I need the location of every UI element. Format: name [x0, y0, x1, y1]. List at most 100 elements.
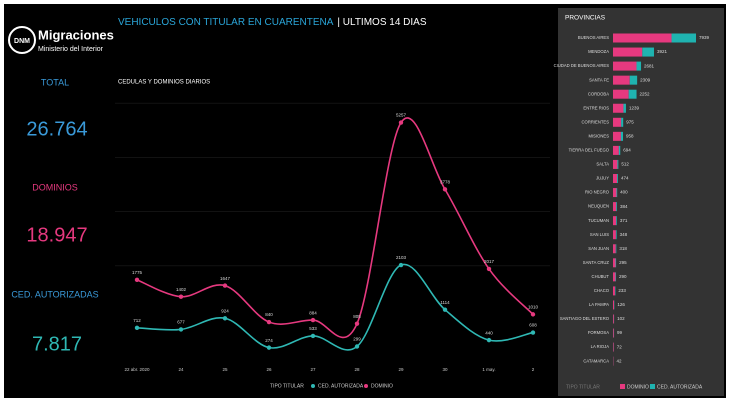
- kpi-label: DOMINIOS: [32, 182, 78, 192]
- bar: [613, 62, 637, 71]
- data-label: 1239: [629, 105, 640, 110]
- data-label: 1775: [132, 270, 143, 275]
- data-label: 512: [621, 162, 629, 167]
- legend-label: CED. AUTORIZADA: [318, 383, 364, 389]
- category-label: SANTA CRUZ: [583, 260, 610, 265]
- point: [311, 334, 315, 338]
- point: [267, 320, 271, 324]
- bar: [616, 230, 617, 239]
- legend-marker: [650, 384, 655, 389]
- data-label: 126: [617, 302, 625, 307]
- point: [355, 321, 359, 325]
- bar: [613, 188, 616, 197]
- bar: [621, 132, 623, 141]
- point: [487, 338, 491, 342]
- point: [223, 316, 227, 320]
- bar: [613, 118, 621, 127]
- category-label: SAN JUAN: [588, 246, 609, 251]
- chart-title: PROVINCIAS: [565, 15, 606, 22]
- point: [135, 326, 139, 330]
- data-label: 608: [529, 323, 537, 328]
- data-label: 958: [626, 134, 634, 139]
- bar: [621, 118, 623, 127]
- data-label: 975: [626, 119, 634, 124]
- data-label: 348: [620, 232, 628, 237]
- data-label: 72: [617, 344, 623, 349]
- category-label: LA RIOJA: [591, 344, 610, 349]
- bar: [630, 76, 637, 85]
- bar: [616, 258, 617, 267]
- category-label: MENDOZA: [588, 49, 609, 54]
- brand: Migraciones: [38, 27, 114, 42]
- bar: [616, 188, 617, 197]
- legend-label: DOMINIO: [371, 383, 393, 389]
- bar: [619, 146, 620, 155]
- bar: [613, 132, 621, 141]
- bar: [642, 48, 654, 57]
- bar: [613, 315, 614, 324]
- category-label: TUCUMAN: [588, 218, 609, 223]
- bar: [613, 230, 616, 239]
- point: [443, 307, 447, 311]
- category-label: TIERRA DEL FUEGO: [569, 148, 610, 153]
- bar: [672, 34, 696, 43]
- category-label: CORRIENTES: [582, 119, 610, 124]
- bar: [613, 286, 615, 295]
- data-label: 1647: [220, 276, 231, 281]
- data-label: 474: [621, 176, 629, 181]
- data-label: 371: [620, 218, 628, 223]
- x-tick-label: 27: [310, 367, 316, 372]
- data-label: 884: [309, 310, 317, 315]
- data-label: 2017: [484, 259, 495, 264]
- category-label: JUJUY: [596, 176, 609, 181]
- x-tick-label: 28: [354, 367, 360, 372]
- category-label: CHACO: [594, 288, 610, 293]
- point: [355, 344, 359, 348]
- title: VEHICULOS CON TITULAR EN CUARENTENA: [118, 17, 334, 28]
- kpi-value: 18.947: [26, 224, 87, 246]
- bar: [613, 244, 616, 253]
- bar: [613, 343, 614, 352]
- data-label: 2252: [640, 91, 651, 96]
- category-label: ENTRE RIOS: [583, 105, 609, 110]
- x-tick-label: 29: [398, 367, 404, 372]
- point: [531, 312, 535, 316]
- data-label: 5257: [396, 113, 407, 118]
- data-label: 290: [619, 274, 627, 279]
- data-label: 805: [353, 314, 361, 319]
- bar: [637, 62, 642, 71]
- bar: [613, 76, 630, 85]
- data-label: 233: [618, 288, 626, 293]
- point: [135, 278, 139, 282]
- data-label: 3778: [440, 180, 451, 185]
- data-label: 274: [265, 338, 273, 343]
- category-label: MISIONES: [589, 133, 610, 138]
- bar: [613, 300, 614, 309]
- data-label: 2681: [644, 63, 655, 68]
- point: [399, 120, 403, 124]
- data-label: 440: [485, 330, 493, 335]
- point: [443, 187, 447, 191]
- data-label: 677: [177, 320, 185, 325]
- bar: [623, 104, 625, 113]
- legend-marker: [311, 384, 315, 388]
- category-label: BUENOS AIRES: [578, 35, 609, 40]
- data-label: 99: [617, 330, 623, 335]
- bar: [617, 174, 618, 183]
- point: [223, 283, 227, 287]
- category-label: CATAMARCA: [583, 358, 609, 363]
- point: [267, 345, 271, 349]
- data-label: 533: [309, 326, 317, 331]
- category-label: FORMOSA: [588, 330, 609, 335]
- data-label: 694: [623, 148, 631, 153]
- data-label: 1402: [176, 287, 187, 292]
- point: [179, 294, 183, 298]
- bar: [613, 146, 619, 155]
- category-label: CIUDAD DE BUENOS AIRES: [554, 63, 610, 68]
- data-label: 384: [620, 204, 628, 209]
- data-label: 299: [353, 337, 361, 342]
- data-label: 102: [617, 316, 625, 321]
- bar: [613, 48, 642, 57]
- point: [531, 330, 535, 334]
- bar: [613, 329, 614, 338]
